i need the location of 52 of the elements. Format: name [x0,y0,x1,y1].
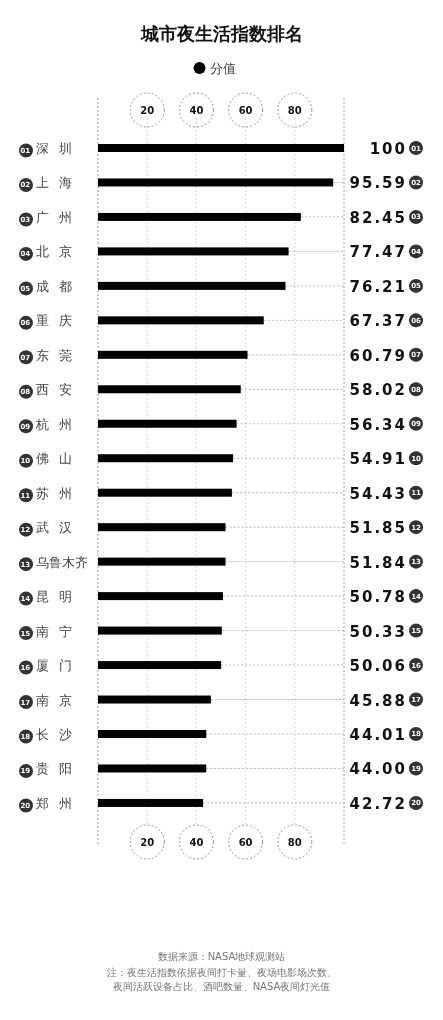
data-label: 45.88 [349,691,407,710]
chart-title: 城市夜生活指数排名 [139,23,303,44]
data-label: 50.33 [349,622,407,641]
bar [98,454,234,463]
x-tick-label: 20 [140,105,155,116]
data-label: 50.78 [349,588,407,607]
x2-tick-label: 60 [238,837,253,848]
bar [98,419,237,428]
x-tick-label: 80 [287,105,302,116]
bar [98,281,286,290]
source-note: 数据来源：NASA地球观测站 [157,951,286,962]
bar [98,350,248,359]
data-label: 54.43 [349,484,407,503]
data-label: 51.85 [349,519,407,538]
bar [98,316,264,325]
data-label: 60.79 [349,346,407,365]
data-label: 44.00 [349,760,407,779]
bar [98,798,204,807]
x2-tick-label: 20 [140,837,155,848]
text: 注：夜生活指数依据夜间打卡量、夜场电影场次数、夜间活跃设备占比、酒吧数量、NASA夜间灯光值 [106,967,337,992]
bar [98,626,222,635]
data-label: 95.59 [349,174,407,193]
bar [98,523,226,532]
bar [98,247,289,256]
bar [98,729,207,738]
bar [98,144,344,152]
data-label: 77.47 [349,243,407,262]
x2-tick-label: 80 [287,837,302,848]
data-label: 50.06 [349,657,407,676]
bar [98,212,301,221]
data-label: 44.01 [349,725,407,744]
bar [98,178,334,187]
data-label: 54.91 [349,450,407,469]
bar [98,385,241,394]
data-label: 58.02 [349,381,407,400]
bar [98,488,232,497]
data-label: 76.21 [349,277,407,296]
bar [98,764,207,773]
bar [98,661,222,670]
data-label: 42.72 [349,794,407,813]
bar [98,695,211,704]
bar [98,557,226,566]
bar [98,592,223,601]
legend-label: 分值 [209,61,236,76]
x-tick-label: 60 [238,105,253,116]
data-label: 100 [369,140,407,158]
data-label: 67.37 [349,312,407,331]
x2-tick-label: 40 [189,837,204,848]
data-label: 56.34 [349,415,407,434]
x-tick-label: 40 [189,105,204,116]
data-label: 51.84 [349,553,407,572]
data-label: 82.45 [349,208,407,227]
